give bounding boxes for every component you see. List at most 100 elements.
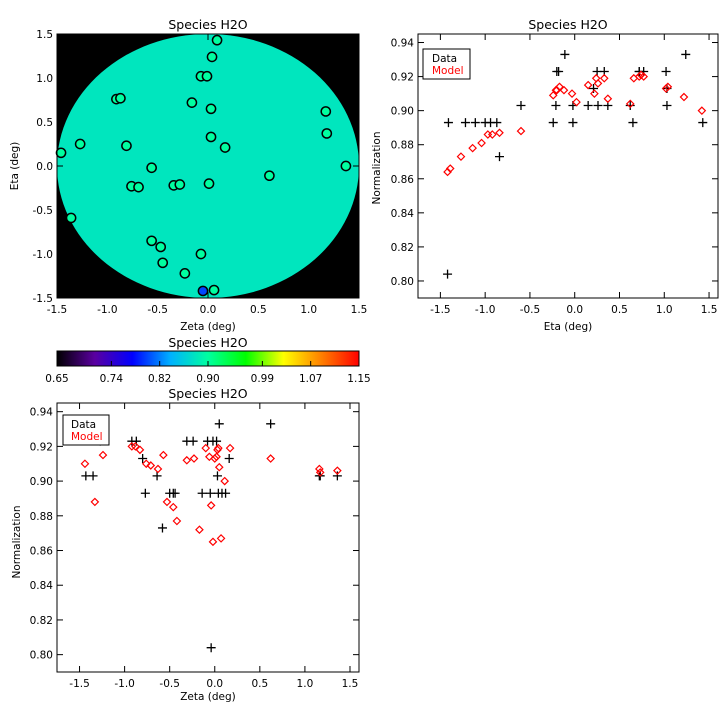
heatmap-xtick-label: -0.5 — [147, 304, 168, 316]
zeta-scatter-model-point — [206, 501, 216, 510]
eta-scatter-xtick-label: 1.0 — [656, 304, 673, 316]
zeta-scatter-model-point — [214, 462, 224, 472]
eta-scatter-data-point — [443, 269, 453, 279]
eta-scatter-ytick-label: 0.84 — [391, 208, 415, 220]
eta-scatter-model-point — [516, 126, 526, 136]
heatmap-ytick-label: -1.0 — [33, 249, 54, 261]
heatmap-title: Species H2O — [168, 17, 247, 32]
heatmap-point — [146, 235, 157, 247]
zeta-scatter-data-point — [266, 419, 276, 429]
eta-scatter-data-point — [593, 101, 603, 111]
heatmap-xtick-label: 0.0 — [200, 304, 217, 316]
eta-scatter-data-point — [625, 101, 635, 111]
colorbar-title: Species H2O — [168, 335, 247, 350]
legend-entry-data: Data — [432, 53, 457, 65]
zeta-scatter-model-point — [80, 459, 90, 469]
eta-scatter-model-point — [468, 143, 477, 153]
zeta-scatter-xtick-label: -1.0 — [114, 678, 135, 690]
eta-scatter-model-point — [583, 80, 593, 90]
zeta-scatter-data-point — [212, 436, 222, 446]
colorbar-tick-label: 0.65 — [45, 373, 68, 385]
zeta-scatter-model-point — [212, 452, 221, 462]
zeta-scatter-xtick-label: 1.5 — [342, 678, 359, 690]
heatmap-point — [321, 128, 333, 139]
zeta-scatter-model-point — [210, 454, 220, 463]
heatmap-point — [205, 103, 217, 115]
heatmap-point — [206, 51, 218, 63]
eta-scatter-xtick-label: 1.5 — [701, 304, 718, 316]
zeta-scatter-model-point — [214, 443, 223, 453]
eta-scatter-model-point — [593, 79, 603, 88]
eta-scatter-xtick-label: -0.5 — [520, 304, 541, 316]
zeta-scatter-model-point — [208, 537, 218, 547]
zeta-scatter-ytick-label: 0.94 — [30, 407, 54, 419]
eta-scatter-ytick-label: 0.82 — [391, 242, 414, 254]
eta-scatter-data-point — [583, 101, 593, 111]
eta-scatter-model-point — [552, 85, 562, 95]
eta-scatter-model-point — [456, 152, 466, 161]
heatmap-point — [65, 212, 77, 224]
eta-scatter-model-point — [599, 73, 609, 83]
heatmap-point — [203, 178, 215, 189]
zeta-scatter-model-point — [90, 497, 100, 507]
eta-scatter-plot: -1.5 -1.0 -0.5 0.0 0.5 1.0 1.5 0.80 0.82 0.84 0.86… — [391, 33, 719, 316]
zeta-scatter-model-point — [315, 468, 325, 477]
zeta-scatter-data-point — [224, 454, 234, 464]
eta-scatter-model-point — [697, 106, 707, 115]
eta-scatter-data-point — [548, 118, 558, 128]
eta-scatter-model-point — [663, 82, 673, 92]
zeta-scatter-model-point — [168, 502, 178, 512]
heatmap-ytick-label: 0.0 — [36, 161, 53, 173]
heatmap-point — [55, 147, 67, 159]
eta-scatter-model-point — [555, 82, 564, 92]
zeta-scatter-ytick-label: 0.84 — [30, 580, 54, 592]
zeta-scatter-model-point — [225, 443, 235, 453]
zeta-scatter-data-point — [152, 471, 162, 481]
colorbar-tick-label: 0.82 — [148, 373, 171, 385]
eta-scatter-xtick-label: 0.0 — [566, 304, 583, 316]
eta-scatter-ytick-label: 0.86 — [391, 174, 415, 186]
heatmap-point — [146, 162, 157, 174]
colorbar-panel: Species H2O 0.65 0.74 0.82 0.90 0.99 1.07 1.15 — [45, 335, 370, 385]
eta-scatter-model-point — [590, 89, 599, 98]
heatmap-point — [195, 248, 207, 260]
heatmap-panel: Species H2O -1.5 -1.0 -0.5 0.0 0.5 1.0 1.5-1.5… — [9, 17, 367, 333]
heatmap-point — [208, 284, 220, 296]
eta-scatter-model-point — [625, 99, 635, 109]
heatmap-ytick-label: -1.5 — [33, 293, 54, 305]
eta-scatter-model-point — [572, 97, 581, 107]
zeta-scatter-ylabel: Normalization — [11, 506, 23, 579]
zeta-scatter-xtick-label: -0.5 — [159, 678, 180, 690]
eta-scatter-data-point — [628, 118, 638, 128]
zeta-scatter-model-point — [182, 455, 192, 465]
heatmap-point — [179, 268, 191, 279]
zeta-scatter-model-point — [131, 442, 140, 451]
zeta-scatter-model-point — [266, 454, 276, 463]
eta-scatter-model-point — [559, 85, 569, 95]
eta-scatter-data-point — [492, 118, 502, 128]
zeta-scatter-model-point — [127, 442, 137, 451]
eta-scatter-panel: Species H2O -1.5 -1.0 -0.5 0.0 0.5 1.0 1.5 0.80… — [371, 17, 719, 333]
eta-scatter-ytick-label: 0.88 — [391, 140, 414, 152]
eta-scatter-ytick-label: 0.80 — [391, 276, 414, 288]
heatmap-xtick-label: -1.5 — [47, 304, 68, 316]
zeta-scatter-model-point — [333, 466, 342, 476]
zeta-scatter-xtick-label: 0.5 — [251, 678, 268, 690]
eta-scatter-legend: Data Model — [422, 48, 471, 80]
eta-scatter-frame — [417, 33, 719, 299]
heatmap-ylabel: Eta (deg) — [9, 142, 21, 191]
zeta-scatter-xlabel: Zeta (deg) — [180, 691, 236, 703]
heatmap-xtick-label: 1.0 — [300, 304, 317, 316]
legend-entry-model: Model — [71, 431, 103, 443]
zeta-scatter-model-point — [216, 534, 226, 543]
zeta-scatter-legend: Data Model — [62, 414, 110, 446]
zeta-scatter-ytick-label: 0.90 — [30, 476, 53, 488]
heatmap-point — [133, 181, 144, 193]
heatmap-point — [201, 70, 213, 82]
eta-scatter-model-point — [477, 138, 486, 148]
heatmap-point — [186, 97, 198, 108]
zeta-scatter-model-point — [314, 464, 324, 474]
eta-scatter-data-point — [681, 49, 691, 59]
zeta-scatter-data-point — [214, 419, 224, 429]
